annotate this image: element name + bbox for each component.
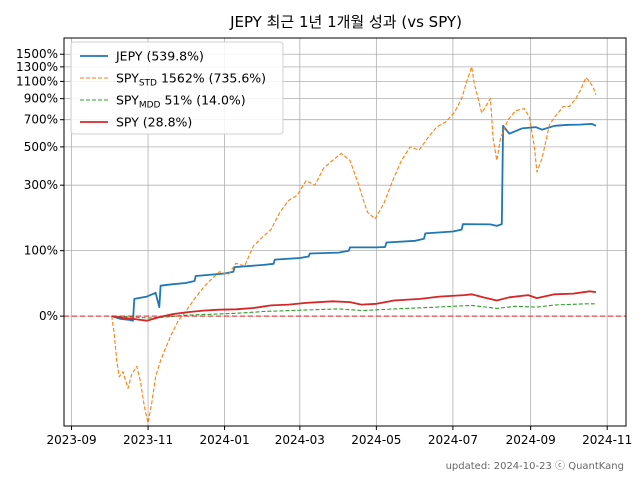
x-tick-label: 2024-09 [506,433,556,447]
y-tick-label: 1100% [16,74,58,88]
x-tick-label: 2024-01 [200,433,250,447]
x-tick-label: 2024-11 [582,433,632,447]
legend-box [70,41,284,135]
x-tick-label: 2024-05 [351,433,401,447]
chart-title: JEPY 최근 1년 1개월 성과 (vs SPY) [229,13,462,31]
y-tick-label: 1300% [16,60,58,74]
x-tick-label: 2023-11 [123,433,173,447]
y-tick-label: 1500% [16,47,58,61]
x-axis: 2023-09 2023-11 2024-01 2024-03 2024-05 2024-… [46,426,632,447]
footer-text: updated: 2024-10-23 ⓒ QuantKang [446,460,624,472]
plot-frame [63,37,627,427]
series-layer [64,66,626,424]
legend-label-1: SPYSTD 1562% (735.6%) [116,71,266,89]
y-tick-label: 100% [24,244,58,258]
y-axis: 1500%1300%1100% 900% 700% 500% 300% 100% 0% [16,47,64,323]
y-tick-label: 0% [39,309,58,323]
legend-label-2: SPYMDD 51% (14.0%) [116,93,246,111]
x-tick-label: 2024-07 [428,433,478,447]
legend-label-0: JEPY (539.8%) [115,49,204,64]
x-tick-label: 2023-09 [46,433,96,447]
y-tick-label: 500% [24,140,58,154]
y-tick-label: 900% [24,92,58,106]
y-tick-label: 300% [24,178,58,192]
series-line-0 [111,123,597,322]
legend: JEPY (539.8%) SPYSTD 1562% (735.6%) SPYMDD… [70,41,284,135]
x-tick-label: 2024-03 [275,433,325,447]
series-line-2 [111,303,596,319]
legend-label-3: SPY (28.8%) [116,115,192,130]
series-line-3 [111,290,597,322]
series-line-1 [111,66,597,424]
y-tick-label: 700% [24,113,58,127]
